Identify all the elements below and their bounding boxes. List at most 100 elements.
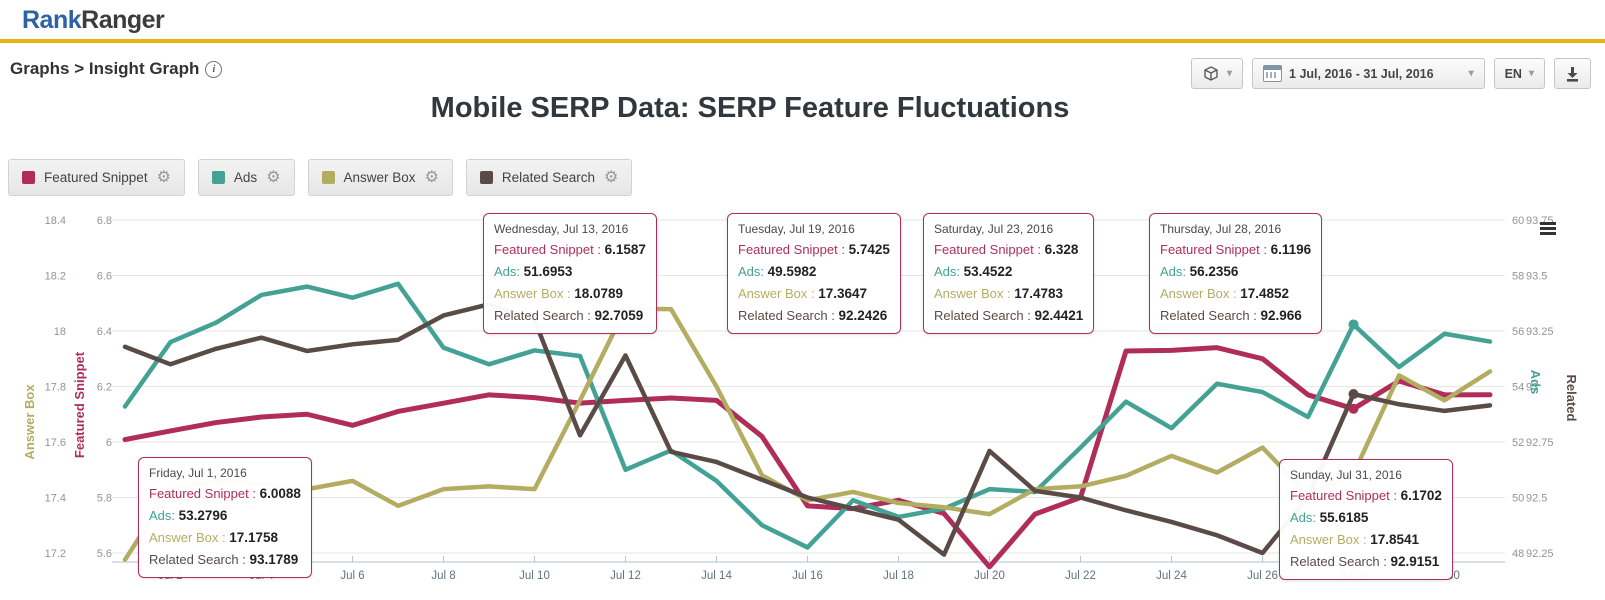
chevron-down-icon: ▾ bbox=[1226, 68, 1233, 79]
series-swatch bbox=[211, 171, 225, 184]
chart-tooltip: Saturday, Jul 23, 2016 Featured Snippet … bbox=[923, 213, 1095, 335]
y-tick-label-related_search: 92.25 bbox=[1526, 548, 1554, 560]
chart-tooltip: Thursday, Jul 28, 2016 Featured Snippet … bbox=[1149, 213, 1323, 335]
language-selector[interactable]: EN ▾ bbox=[1493, 58, 1545, 89]
x-tick-label: Jul 24 bbox=[1156, 570, 1187, 582]
axis-title-ads: Ads bbox=[1528, 370, 1543, 395]
axis-title-answer_box: Answer Box bbox=[22, 384, 37, 460]
chevron-down-icon: ▾ bbox=[1468, 68, 1474, 79]
series-swatch bbox=[479, 171, 493, 184]
x-tick-label: Jul 18 bbox=[883, 570, 914, 582]
legend-label: Featured Snippet bbox=[44, 170, 148, 185]
package-icon bbox=[1204, 65, 1218, 81]
series-line-related_search[interactable] bbox=[122, 302, 1493, 557]
legend-item-featured-snippet[interactable]: Featured Snippet ⚙ bbox=[8, 159, 185, 196]
y-tick-label-featured_snippet: 5.6 bbox=[97, 548, 112, 560]
series-swatch bbox=[321, 171, 335, 184]
app-header: RankRanger bbox=[0, 0, 1605, 43]
logo-rank: Rank bbox=[22, 6, 82, 34]
rankranger-logo[interactable]: RankRanger bbox=[22, 6, 165, 35]
legend-label: Related Search bbox=[501, 170, 595, 185]
y-tick-label-featured_snippet: 6.6 bbox=[97, 271, 112, 283]
axis-title-related_search: Related bbox=[1564, 375, 1579, 422]
chevron-down-icon: ▾ bbox=[1528, 68, 1534, 79]
info-icon[interactable]: i bbox=[205, 60, 223, 78]
date-range-picker[interactable]: 1 Jul, 2016 - 31 Jul, 2016 ▾ bbox=[1252, 58, 1485, 89]
toolbar-controls: ▾ 1 Jul, 2016 - 31 Jul, 2016 ▾ EN ▾ bbox=[1190, 58, 1591, 89]
hover-marker-ads bbox=[1348, 319, 1359, 330]
tooltip-date: Sunday, Jul 31, 2016 bbox=[1290, 468, 1402, 482]
y-tick-label-featured_snippet: 6.4 bbox=[97, 326, 112, 338]
tooltip-date: Wednesday, Jul 13, 2016 bbox=[494, 222, 629, 236]
download-button[interactable] bbox=[1554, 58, 1591, 89]
tooltip-date: Thursday, Jul 28, 2016 bbox=[1160, 222, 1282, 236]
language-value: EN bbox=[1504, 66, 1522, 81]
date-range-value: 1 Jul, 2016 - 31 Jul, 2016 bbox=[1289, 66, 1434, 81]
legend-label: Ads bbox=[233, 170, 258, 185]
y-tick-label-answer_box: 18 bbox=[54, 326, 66, 338]
legend-label: Answer Box bbox=[343, 170, 416, 185]
logo-ranger: Ranger bbox=[81, 6, 165, 34]
tooltip-date: Friday, Jul 1, 2016 bbox=[149, 466, 247, 480]
hover-marker-related_search bbox=[1348, 389, 1359, 400]
y-tick-label-answer_box: 18.4 bbox=[45, 215, 66, 227]
calendar-icon bbox=[1263, 65, 1283, 82]
y-tick-label-answer_box: 17.8 bbox=[45, 382, 66, 394]
breadcrumb[interactable]: Graphs > Insight Graph i bbox=[10, 59, 223, 79]
y-tick-label-related_search: 92.75 bbox=[1526, 437, 1554, 449]
x-tick-label: Jul 16 bbox=[792, 570, 823, 582]
x-tick-label: Jul 20 bbox=[974, 570, 1005, 582]
x-tick-label: Jul 14 bbox=[701, 570, 732, 582]
y-tick-label-answer_box: 17.4 bbox=[45, 493, 66, 505]
page-title: Mobile SERP Data: SERP Feature Fluctuati… bbox=[430, 92, 1070, 124]
hover-marker-featured_snippet bbox=[1348, 403, 1359, 414]
series-line-featured_snippet[interactable] bbox=[122, 345, 1493, 570]
x-tick-label: Jul 12 bbox=[610, 570, 641, 582]
download-icon bbox=[1567, 66, 1578, 82]
gear-icon[interactable]: ⚙ bbox=[266, 168, 281, 186]
tooltip-date: Tuesday, Jul 19, 2016 bbox=[738, 222, 855, 236]
y-tick-label-featured_snippet: 5.8 bbox=[97, 493, 112, 505]
tooltip-date: Saturday, Jul 23, 2016 bbox=[934, 222, 1054, 236]
x-tick-label: Jul 6 bbox=[340, 570, 364, 582]
campaign-selector-button[interactable]: ▾ bbox=[1190, 58, 1244, 89]
gear-icon[interactable]: ⚙ bbox=[156, 168, 171, 186]
y-tick-label-featured_snippet: 6.8 bbox=[97, 215, 112, 227]
x-tick-label: Jul 22 bbox=[1065, 570, 1096, 582]
legend-item-answer-box[interactable]: Answer Box ⚙ bbox=[307, 159, 453, 196]
breadcrumb-text: Graphs > Insight Graph bbox=[10, 59, 200, 78]
y-tick-label-ads: 60 bbox=[1512, 215, 1524, 227]
series-line-answer_box[interactable] bbox=[122, 306, 1493, 562]
y-tick-label-ads: 48 bbox=[1512, 548, 1524, 560]
legend-item-related-search[interactable]: Related Search ⚙ bbox=[465, 159, 633, 196]
chart-tooltip: Friday, Jul 1, 2016 Featured Snippet : 6… bbox=[138, 457, 312, 579]
series-swatch bbox=[22, 171, 35, 184]
y-tick-label-answer_box: 18.2 bbox=[45, 271, 66, 283]
y-tick-label-related_search: 93 bbox=[1526, 382, 1538, 394]
y-tick-label-related_search: 93.25 bbox=[1526, 326, 1554, 338]
y-tick-label-featured_snippet: 6.2 bbox=[97, 382, 112, 394]
gear-icon[interactable]: ⚙ bbox=[424, 168, 439, 186]
y-tick-label-featured_snippet: 6 bbox=[106, 437, 112, 449]
series-line-ads[interactable] bbox=[122, 281, 1493, 550]
y-tick-label-ads: 52 bbox=[1512, 437, 1524, 449]
chart-tooltip: Sunday, Jul 31, 2016 Featured Snippet : … bbox=[1279, 459, 1453, 581]
y-tick-label-ads: 58 bbox=[1512, 271, 1524, 283]
legend-item-ads[interactable]: Ads ⚙ bbox=[197, 159, 295, 196]
x-tick-label: Jul 26 bbox=[1247, 570, 1278, 582]
gear-icon[interactable]: ⚙ bbox=[603, 168, 619, 186]
y-tick-label-related_search: 93.5 bbox=[1526, 271, 1547, 283]
y-tick-label-related_search: 92.5 bbox=[1526, 493, 1547, 505]
chart-tooltip: Wednesday, Jul 13, 2016 Featured Snippet… bbox=[483, 213, 657, 335]
chart-menu-icon[interactable] bbox=[1540, 222, 1556, 235]
y-tick-label-answer_box: 17.2 bbox=[45, 548, 66, 560]
axis-title-featured_snippet: Featured Snippet bbox=[72, 351, 87, 458]
chart-tooltip: Tuesday, Jul 19, 2016 Featured Snippet :… bbox=[727, 213, 901, 335]
y-tick-label-ads: 50 bbox=[1512, 493, 1524, 505]
y-tick-label-ads: 56 bbox=[1512, 326, 1524, 338]
x-tick-label: Jul 8 bbox=[431, 570, 455, 582]
legend: Featured Snippet ⚙ Ads ⚙ Answer Box ⚙ Re… bbox=[8, 159, 633, 196]
y-tick-label-answer_box: 17.6 bbox=[45, 437, 66, 449]
y-tick-label-ads: 54 bbox=[1512, 382, 1524, 394]
